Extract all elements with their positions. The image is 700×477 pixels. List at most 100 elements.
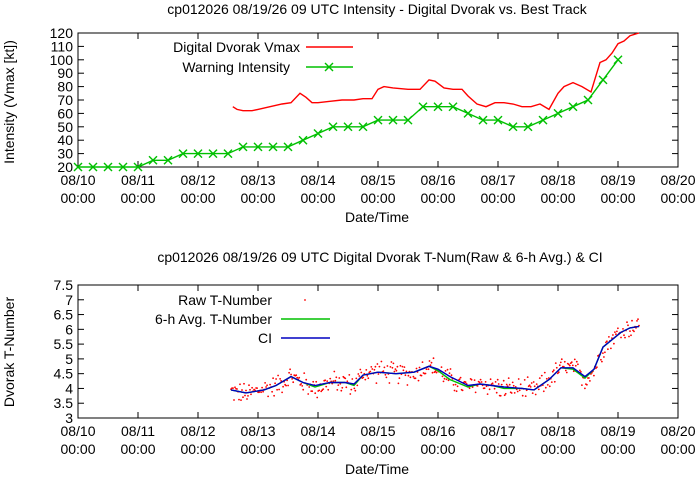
bottom-series-raw-t-number-point	[373, 368, 376, 371]
bottom-series-raw-t-number-point	[355, 377, 358, 380]
bottom-series-raw-t-number-point	[404, 374, 407, 377]
top-series-warning-intensity-line	[78, 59, 619, 168]
bottom-series-raw-t-number-point	[336, 389, 339, 391]
bottom-series-raw-t-number-point	[586, 383, 588, 386]
top-series-warning-intensity-point	[313, 129, 323, 138]
top-series-warning-intensity-point	[478, 115, 488, 125]
bottom-series-raw-t-number-point	[334, 379, 337, 382]
bottom-legend-label-2: CI	[258, 330, 272, 346]
top-series-warning-intensity-point	[88, 162, 98, 172]
top-series-warning-intensity-point	[568, 102, 578, 112]
bottom-series-raw-t-number-point	[428, 360, 431, 362]
bottom-series-raw-t-number-point	[623, 334, 625, 337]
bottom-series-raw-t-number-point	[550, 381, 553, 383]
bottom-series-raw-t-number-point	[542, 390, 545, 393]
bottom-series-raw-t-number-point	[447, 379, 450, 382]
bottom-series-raw-t-number-point	[278, 388, 280, 391]
bottom-series-raw-t-number-point	[470, 378, 473, 381]
bottom-series-raw-t-number-point	[356, 384, 359, 387]
bottom-series-raw-t-number-point	[500, 383, 503, 386]
bottom-series-raw-t-number-point	[620, 336, 622, 339]
bottom-series-raw-t-number-point	[453, 389, 456, 392]
bottom-series-raw-t-number-point	[258, 391, 260, 394]
bottom-series-raw-t-number-point	[326, 380, 329, 382]
bottom-series-raw-t-number-point	[468, 387, 471, 390]
bottom-series-raw-t-number-point	[553, 380, 556, 383]
bottom-series-raw-t-number-point	[396, 365, 399, 368]
bottom-series-raw-t-number-point	[357, 373, 360, 375]
bottom-series-raw-t-number-point	[504, 392, 507, 395]
top-xtick-label-date: 08/12	[180, 172, 215, 188]
top-series-warning-intensity-point	[358, 122, 368, 132]
bottom-series-raw-t-number-point	[530, 382, 533, 384]
top-xtick-label-time: 00:00	[180, 190, 215, 206]
bottom-ytick-label: 7	[65, 292, 73, 308]
top-xtick-label-time: 00:00	[660, 190, 695, 206]
bottom-ytick-label: 6	[65, 321, 73, 337]
bottom-series-raw-t-number-point	[497, 383, 500, 385]
bottom-series-raw-t-number-point	[517, 378, 520, 380]
bottom-series-raw-t-number-point	[281, 391, 283, 394]
bottom-series-raw-t-number-point	[383, 366, 386, 369]
top-series-warning-intensity-point	[433, 102, 443, 112]
bottom-series-raw-t-number-point	[573, 358, 576, 361]
top-xtick-label-time: 00:00	[540, 190, 575, 206]
bottom-series-raw-t-number-point	[399, 364, 402, 367]
bottom-series-raw-t-number-point	[445, 378, 448, 381]
bottom-series-raw-t-number-point	[403, 366, 406, 368]
bottom-series-raw-t-number-point	[563, 360, 566, 363]
bottom-series-raw-t-number-point	[233, 399, 235, 401]
top-xtick-label-date: 08/11	[121, 172, 155, 188]
top-series-warning-intensity-point	[163, 155, 173, 165]
bottom-series-raw-t-number-point	[365, 369, 368, 371]
bottom-ytick-label: 7.5	[54, 277, 74, 293]
bottom-series-raw-t-number-point	[503, 394, 506, 397]
bottom-chart-title: cp012026 08/19/26 09 UTC Digital Dvorak …	[157, 249, 602, 265]
bottom-series-raw-t-number-point	[267, 395, 269, 398]
bottom-series-raw-t-number-point	[298, 376, 301, 379]
bottom-series-raw-t-number-point	[407, 374, 410, 377]
bottom-series-raw-t-number-point	[288, 371, 290, 374]
top-legend-label-0: Digital Dvorak Vmax	[173, 39, 300, 55]
bottom-series-raw-t-number-point	[458, 378, 461, 381]
bottom-series-raw-t-number-point	[448, 372, 451, 375]
top-ytick-label: 100	[50, 52, 74, 68]
bottom-series-raw-t-number-point	[574, 364, 577, 367]
bottom-series-raw-t-number-point	[485, 385, 488, 388]
bottom-series-raw-t-number-point	[285, 384, 287, 387]
bottom-series-raw-t-number-point	[305, 378, 308, 381]
bottom-ytick-label: 5.5	[54, 336, 74, 352]
bottom-series-raw-t-number-point	[320, 390, 323, 393]
bottom-series-raw-t-number-point	[353, 387, 356, 390]
bottom-series-raw-t-number-point	[354, 389, 357, 392]
bottom-xtick-label-time: 00:00	[300, 441, 335, 457]
top-xtick-label-date: 08/14	[300, 172, 335, 188]
bottom-series-raw-t-number-point	[495, 391, 498, 394]
top-series-warning-intensity-point	[343, 122, 353, 132]
top-series-warning-intensity-point	[493, 115, 503, 125]
bottom-series-raw-t-number-point	[272, 377, 274, 380]
bottom-series-raw-t-number-point	[277, 374, 279, 377]
bottom-series-ci-line	[230, 325, 640, 394]
bottom-series-raw-t-number-point	[473, 379, 476, 381]
top-ytick-label: 50	[57, 119, 73, 135]
bottom-series-raw-t-number-point	[391, 366, 394, 369]
bottom-series-raw-t-number-point	[488, 388, 491, 391]
bottom-xtick-label-date: 08/13	[240, 423, 275, 439]
bottom-series-raw-t-number-point	[636, 320, 638, 322]
bottom-series-raw-t-number-point	[444, 370, 447, 372]
bottom-series-raw-t-number-point	[264, 382, 266, 384]
bottom-series-raw-t-number-point	[589, 380, 591, 382]
bottom-series-raw-t-number-point	[543, 371, 546, 374]
bottom-series-raw-t-number-point	[567, 363, 570, 366]
bottom-legend-swatch-0	[304, 299, 306, 301]
bottom-xtick-label-time: 00:00	[240, 441, 275, 457]
bottom-series-raw-t-number-point	[474, 391, 477, 394]
bottom-series-raw-t-number-point	[427, 368, 430, 371]
bottom-series-raw-t-number-point	[287, 384, 289, 387]
bottom-series-raw-t-number-point	[374, 365, 377, 368]
bottom-series-raw-t-number-point	[505, 383, 508, 386]
bottom-series-raw-t-number-point	[616, 330, 618, 333]
